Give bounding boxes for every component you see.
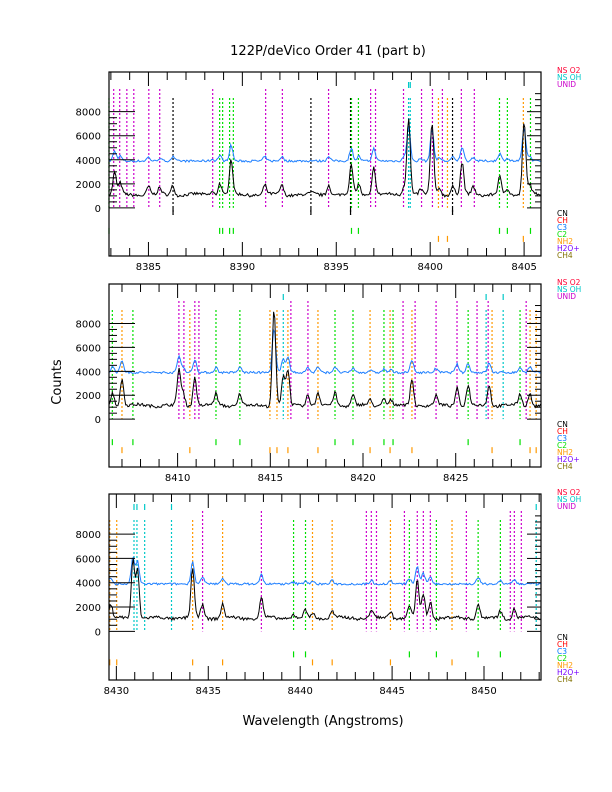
legend-bottom-entry: NH2 [557, 661, 573, 670]
x-tick-label: 8420 [350, 473, 375, 484]
legend-bottom-entry: CN [557, 633, 568, 642]
legend-bottom-entry: C2 [557, 654, 567, 663]
legend-bottom-entry: H2O+ [557, 455, 580, 464]
offset-spectrum-line [109, 556, 541, 586]
y-tick-label: 8000 [76, 319, 101, 330]
legend-bottom-entry: C3 [557, 223, 567, 232]
y-tick-label: 8000 [76, 108, 101, 119]
x-axis-label: Wavelength (Angstroms) [242, 714, 403, 729]
panel-2: 0 2000 4000 6000 8000 8410 8415 8420 8425 NS O2NS… [76, 278, 582, 484]
y-tick-label: 6000 [76, 554, 101, 565]
legend-bottom-entry: NH2 [557, 237, 573, 246]
y-tick-label: 2000 [76, 180, 101, 191]
legend-bottom-entry: CH [557, 640, 568, 649]
legend-bottom-entry: C2 [557, 441, 567, 450]
x-tick-label: 8450 [471, 686, 496, 697]
offset-spectrum-line [109, 328, 541, 375]
legend-bottom-entry: C3 [557, 647, 567, 656]
x-tick-label: 8395 [324, 262, 349, 273]
x-tick-label: 8390 [230, 262, 255, 273]
legend-bottom-entry: C3 [557, 434, 567, 443]
chart-title: 122P/deVico Order 41 (part b) [230, 44, 426, 59]
legend-bottom-entry: CH4 [557, 675, 573, 684]
y-tick-label: 2000 [76, 603, 101, 614]
x-tick-label: 8445 [379, 686, 404, 697]
spectrum-line [109, 558, 541, 622]
y-tick-label: 0 [95, 627, 101, 638]
legend-top-entry: NS O2 [557, 278, 581, 287]
y-tick-label: 8000 [76, 530, 101, 541]
legend-bottom-entry: CN [557, 209, 568, 218]
legend-bottom-entry: CH [557, 427, 568, 436]
legend-top-entry: NS O2 [557, 488, 581, 497]
legend-top-entry: NS OH [557, 73, 581, 82]
y-tick-label: 2000 [76, 391, 101, 402]
x-tick-label: 8410 [165, 473, 190, 484]
x-tick-label: 8440 [287, 686, 312, 697]
x-tick-label: 8415 [258, 473, 283, 484]
legend-bottom-entry: H2O+ [557, 668, 580, 677]
plot-frame [108, 71, 542, 257]
plot-frame [108, 493, 542, 681]
x-tick-label: 8430 [104, 686, 129, 697]
y-tick-label: 6000 [76, 132, 101, 143]
legend-bottom-entry: CH4 [557, 462, 573, 471]
legend-top-entry: UNID [557, 502, 576, 511]
y-tick-label: 4000 [76, 367, 101, 378]
legend-bottom-entry: CH4 [557, 251, 573, 260]
x-tick-label: 8400 [417, 262, 442, 273]
legend-bottom-entry: NH2 [557, 448, 573, 457]
legend-top-entry: NS OH [557, 285, 581, 294]
x-tick-label: 8435 [196, 686, 221, 697]
panel-1: 0 2000 4000 6000 8000 8385 8390 8395 8400 8405 NS … [76, 66, 582, 273]
spectrum-line [109, 311, 541, 409]
panel-3: 0 2000 4000 6000 8000 8430 8435 8440 8445 8450 NS … [76, 488, 582, 697]
legend-top-entry: NS OH [557, 495, 581, 504]
legend-top-entry: UNID [557, 292, 576, 301]
x-tick-label: 8385 [136, 262, 161, 273]
y-tick-label: 0 [95, 204, 101, 215]
legend-top-entry: UNID [557, 80, 576, 89]
y-tick-label: 4000 [76, 156, 101, 167]
plot-frame [108, 283, 542, 468]
x-tick-label: 8425 [443, 473, 468, 484]
legend-bottom-entry: H2O+ [557, 244, 580, 253]
y-axis-label: Counts [50, 359, 65, 405]
legend-bottom-entry: CN [557, 420, 568, 429]
y-tick-label: 0 [95, 415, 101, 426]
legend-top-entry: NS O2 [557, 66, 581, 75]
spectrum-line [109, 118, 541, 198]
y-tick-label: 6000 [76, 343, 101, 354]
y-tick-label: 4000 [76, 579, 101, 590]
offset-spectrum-line [109, 126, 541, 163]
legend-bottom-entry: C2 [557, 230, 567, 239]
x-tick-label: 8405 [511, 262, 536, 273]
legend-bottom-entry: CH [557, 216, 568, 225]
